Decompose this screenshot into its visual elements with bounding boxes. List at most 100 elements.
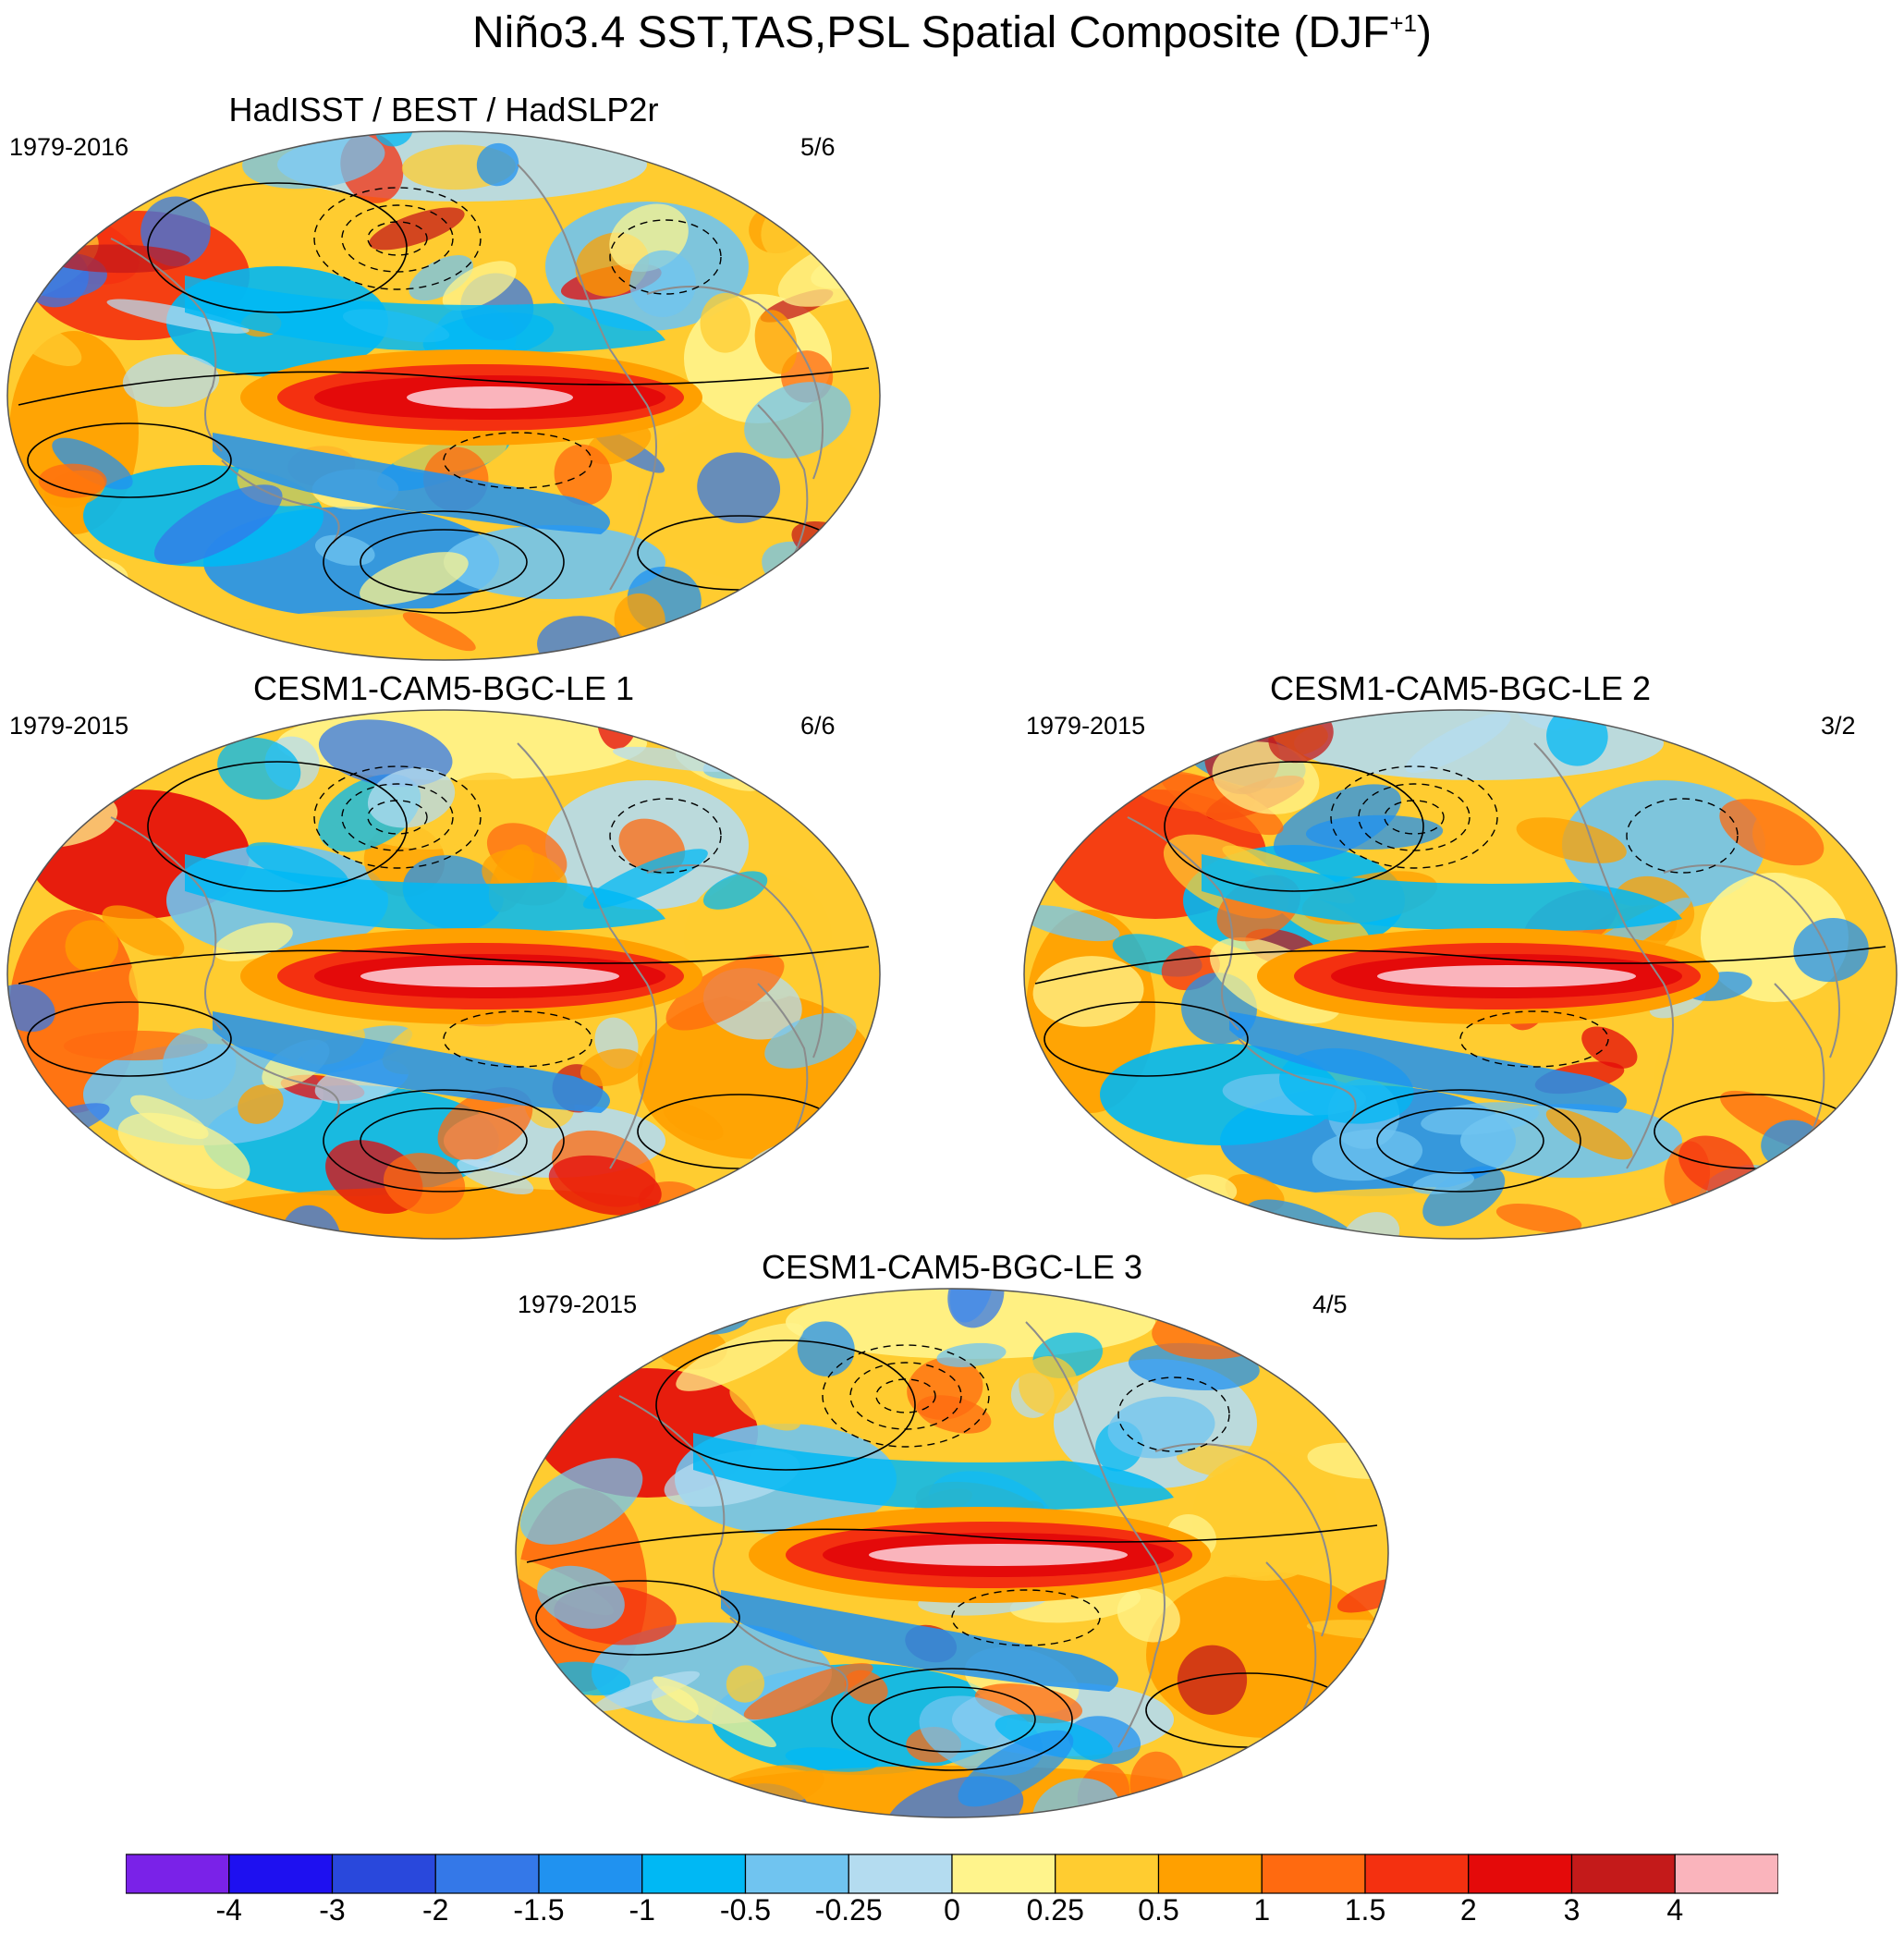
anomaly-patch — [7, 554, 49, 593]
anomaly-patch — [103, 1194, 208, 1239]
colorbar-tick-label: 1 — [1253, 1893, 1271, 1927]
psl-contour-positive — [1044, 1001, 1249, 1077]
panel-period: 1979-2015 — [518, 1291, 638, 1318]
map-hadisst — [6, 130, 881, 661]
anomaly-patch — [958, 1730, 1074, 1807]
anomaly-patch — [1727, 1216, 1865, 1239]
colorbar-bin — [1674, 1853, 1778, 1894]
anomaly-patch — [65, 920, 119, 973]
anomaly-patch — [613, 1770, 708, 1817]
panel-count: 6/6 — [800, 712, 836, 740]
panel-cesm-le-3: CESM1-CAM5-BGC-LE 3 1979-2015 4/5 — [508, 1248, 1396, 1821]
psl-contour-negative — [341, 783, 454, 851]
psl-contour-negative — [443, 1010, 592, 1068]
anomaly-patch — [797, 1321, 855, 1376]
colorbar-bin — [848, 1853, 953, 1894]
colorbar-tick-label: 4 — [1666, 1893, 1684, 1927]
anomaly-patch — [796, 728, 880, 773]
psl-contour-positive — [1339, 1089, 1581, 1193]
anomaly-patch — [554, 444, 612, 506]
psl-contour-negative — [875, 1378, 936, 1413]
colorbar-tick-label: 0.25 — [1026, 1893, 1084, 1927]
psl-contour-positive — [831, 1668, 1073, 1771]
anomaly-patch — [402, 612, 476, 652]
psl-contour-positive — [27, 1001, 232, 1077]
panel-title: CESM1-CAM5-BGC-LE 3 — [761, 1248, 1143, 1286]
anomaly-patch — [360, 552, 469, 606]
anomaly-patch — [818, 131, 880, 183]
anomaly-patch — [936, 1342, 1007, 1367]
anomaly-patch — [764, 1012, 857, 1069]
anomaly-patch — [1581, 1026, 1638, 1069]
anomaly-patch — [409, 255, 473, 301]
figure-title-close: ) — [1417, 8, 1433, 57]
anomaly-patch — [442, 261, 517, 312]
anomaly-region — [1183, 1187, 1738, 1239]
anomaly-patch — [729, 1383, 801, 1431]
figure-title: Niño3.4 SST,TAS,PSL Spatial Composite (D… — [0, 7, 1904, 58]
colorbar-bin — [126, 1853, 230, 1894]
psl-contour-positive — [18, 367, 870, 406]
psl-contour-negative — [1358, 783, 1471, 851]
panel-period: 1979-2015 — [1026, 712, 1146, 740]
psl-contour-positive — [147, 182, 408, 313]
anomaly-patch — [754, 310, 798, 374]
colorbar-tick-label: -3 — [319, 1893, 346, 1927]
anomaly-patch — [537, 1565, 625, 1629]
coastline — [110, 238, 223, 452]
anomaly-patch — [367, 767, 456, 828]
anomaly-patch — [1752, 1191, 1804, 1221]
colorbar-bin — [228, 1853, 334, 1894]
psl-contour-negative — [849, 1362, 962, 1430]
anomaly-patch — [687, 710, 749, 747]
anomaly-patch — [7, 1128, 40, 1188]
colorbar-tick-label: -2 — [422, 1893, 449, 1927]
coastline — [618, 1395, 731, 1609]
anomaly-patch — [1816, 1122, 1884, 1166]
anomaly-patch — [856, 1093, 880, 1161]
anomaly-patch — [1422, 1166, 1506, 1227]
anomaly-patch — [162, 1028, 237, 1100]
map-border — [515, 1288, 1389, 1818]
anomaly-patch — [702, 871, 768, 910]
anomaly-patch — [1405, 712, 1511, 774]
psl-contour-negative — [1626, 798, 1739, 874]
colorbar-bin — [1157, 1853, 1263, 1894]
map-border — [1023, 709, 1898, 1240]
psl-contour-positive — [655, 1340, 916, 1471]
colorbar-tick-label: 1.5 — [1344, 1893, 1386, 1927]
anomaly-patch — [369, 207, 465, 251]
colorbar-tick-label: -1.5 — [513, 1893, 565, 1927]
psl-contour-negative — [341, 204, 454, 273]
anomaly-patch — [1024, 838, 1051, 870]
psl-contour-positive — [360, 1107, 528, 1174]
anomaly-patch — [1214, 1788, 1257, 1817]
figure-title-superscript: +1 — [1389, 9, 1418, 37]
anomaly-patch — [1843, 740, 1897, 797]
panel-count: 4/5 — [1312, 1291, 1348, 1318]
anomaly-patch — [374, 131, 413, 147]
colorbar-tick-label: 0.5 — [1138, 1893, 1179, 1927]
colorbar-bin — [1055, 1853, 1160, 1894]
map-cesm-le-3 — [515, 1288, 1389, 1818]
coastline — [221, 459, 340, 544]
anomaly-patch — [800, 139, 880, 200]
anomaly-patch — [1091, 712, 1163, 764]
anomaly-patch — [280, 1205, 341, 1239]
psl-contour-positive — [1376, 1107, 1544, 1174]
coastline — [757, 404, 809, 554]
coastline — [517, 742, 657, 1169]
cool-band-north — [185, 275, 665, 353]
anomaly-patch — [1545, 1108, 1633, 1160]
psl-contour-negative — [367, 800, 428, 835]
anomaly-patch — [233, 199, 290, 251]
psl-contour-positive — [147, 761, 408, 892]
coastline — [517, 164, 657, 591]
panel-count: 5/6 — [800, 133, 836, 161]
anomaly-patch — [785, 1747, 879, 1772]
anomaly-patch — [102, 905, 185, 959]
map-border — [6, 130, 881, 661]
colorbar-bin — [641, 1853, 747, 1894]
cool-band-south — [721, 1590, 1118, 1692]
cool-band-south — [213, 1011, 610, 1113]
